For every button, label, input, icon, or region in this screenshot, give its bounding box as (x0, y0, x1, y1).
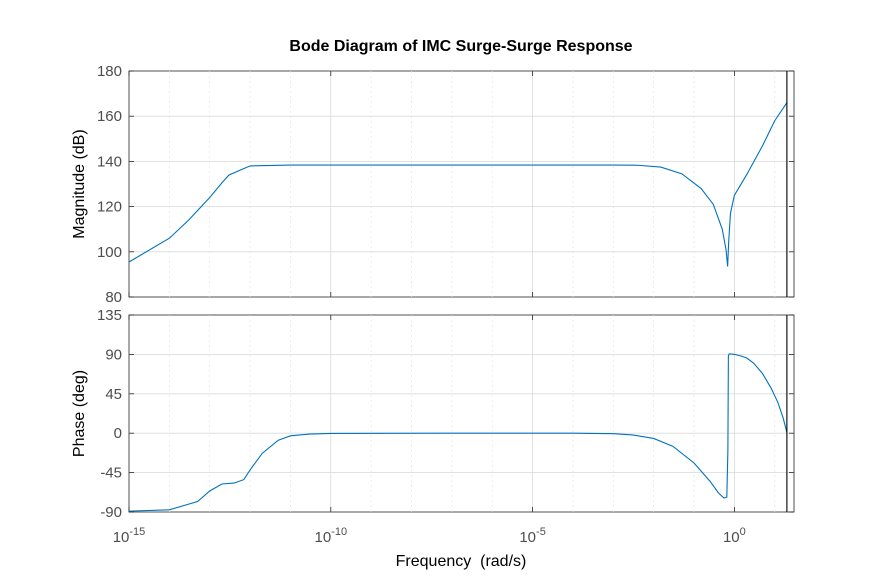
magnitude-y-tick-label: 160 (97, 108, 122, 125)
chart-title: Bode Diagram of IMC Surge-Surge Response (289, 38, 632, 55)
magnitude-axes: 80 100 120 140 160 180 Magnitude (dB) (71, 63, 795, 306)
phase-y-tick-label: -45 (100, 465, 122, 482)
x-axis-label: Frequency (rad/s) (396, 553, 527, 570)
magnitude-series-line (128, 102, 788, 267)
magnitude-y-tick-label: 140 (97, 153, 122, 170)
phase-y-tick-label: 0 (114, 425, 122, 442)
phase-y-tick-label: 45 (105, 386, 122, 403)
phase-y-axis-label: Phase (deg) (71, 370, 88, 457)
magnitude-y-axis-label: Magnitude (dB) (71, 129, 88, 238)
phase-series-line (128, 353, 788, 512)
magnitude-plot-area (128, 70, 795, 298)
magnitude-y-tick-label: 100 (97, 244, 122, 261)
phase-y-tick-label: -90 (100, 504, 122, 521)
x-tick-label: 100 (723, 526, 746, 546)
magnitude-y-tick-label: 120 (97, 199, 122, 216)
phase-plot-area (128, 314, 795, 513)
phase-axes: -90 -45 0 45 90 135 Phase (deg) (71, 307, 795, 521)
x-tick-label: 10-10 (314, 526, 347, 546)
x-tick-label: 10-15 (113, 526, 146, 546)
phase-y-tick-label: 90 (105, 346, 122, 363)
magnitude-y-tick-label: 80 (105, 289, 122, 306)
magnitude-y-tick-label: 180 (97, 63, 122, 80)
x-tick-label: 10-5 (519, 526, 545, 546)
phase-y-tick-label: 135 (97, 307, 122, 324)
